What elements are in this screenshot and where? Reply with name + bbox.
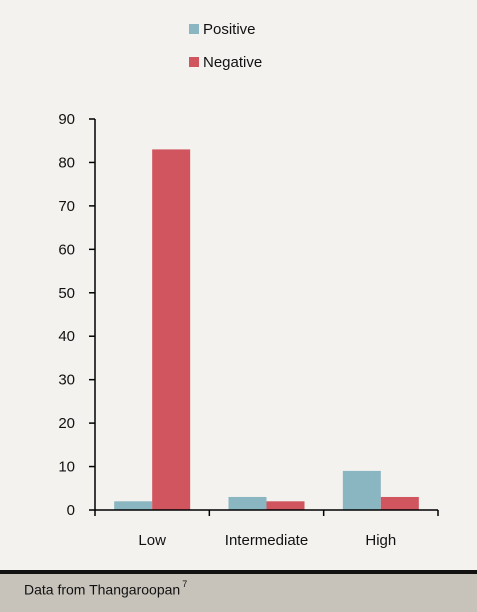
y-tick-label: 10 <box>58 459 75 476</box>
y-tick-label: 30 <box>58 372 75 389</box>
y-tick-label: 50 <box>58 285 75 302</box>
legend-label-negative: Negative <box>203 54 262 71</box>
bar-negative-high <box>380 496 419 510</box>
legend-swatch-negative <box>189 57 199 67</box>
bar-positive-high <box>342 470 381 510</box>
x-tick-label: Intermediate <box>225 532 308 549</box>
bars <box>114 149 419 510</box>
x-axis: Low Intermediate High <box>94 509 439 549</box>
bar-negative-low <box>152 149 191 510</box>
y-axis: 0 10 20 30 40 50 60 70 80 90 <box>58 111 96 519</box>
y-tick-label: 90 <box>58 111 75 128</box>
x-tick-label: High <box>365 532 396 549</box>
bar-negative-intermediate <box>266 501 305 510</box>
footer-divider <box>0 570 477 574</box>
bar-positive-intermediate <box>228 496 267 510</box>
y-tick-label: 20 <box>58 415 75 432</box>
source-reference: 7 <box>182 579 188 589</box>
y-tick-label: 0 <box>67 502 75 519</box>
source-text: Data from Thangaroopan <box>24 581 181 598</box>
y-tick-label: 60 <box>58 241 75 258</box>
y-tick-label: 40 <box>58 328 75 345</box>
legend-label-positive: Positive <box>203 21 256 38</box>
source-footer: Data from Thangaroopan 7 <box>0 574 477 612</box>
y-tick-label: 80 <box>58 154 75 171</box>
y-tick-label: 70 <box>58 198 75 215</box>
bar-chart: Positive Negative 0 10 20 30 40 50 60 70 80 90 Low… <box>58 21 439 549</box>
bar-positive-low <box>114 501 153 510</box>
x-tick-label: Low <box>138 532 166 549</box>
legend-swatch-positive <box>189 24 199 34</box>
legend: Positive Negative <box>189 21 262 71</box>
